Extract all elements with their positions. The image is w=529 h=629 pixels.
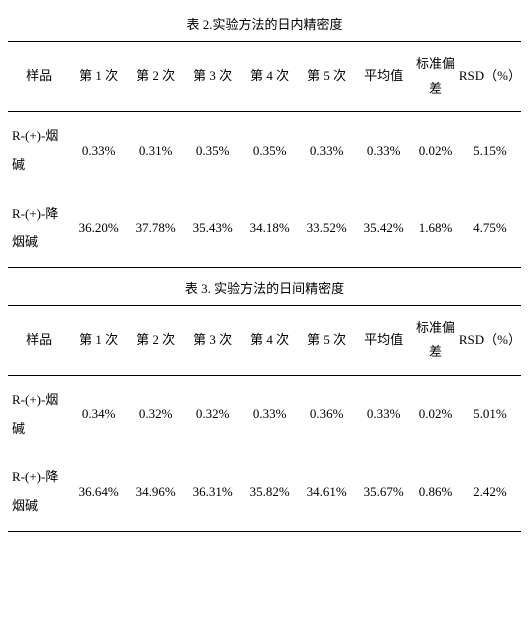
cell-sample: R-(+)-降烟碱 [8, 453, 70, 531]
cell: 35.82% [241, 453, 298, 531]
col-2: 第 2 次 [127, 42, 184, 112]
col-avg: 平均值 [355, 305, 412, 375]
cell-avg: 35.42% [355, 190, 412, 268]
cell-sample: R-(+)-降烟碱 [8, 190, 70, 268]
col-sample: 样品 [8, 305, 70, 375]
cell: 0.33% [298, 112, 355, 190]
table-row: R-(+)-降烟碱 36.20% 37.78% 35.43% 34.18% 33… [8, 190, 521, 268]
cell-rsd: 5.01% [459, 376, 521, 454]
col-4: 第 4 次 [241, 305, 298, 375]
col-rsd: RSD（%） [459, 305, 521, 375]
cell: 33.52% [298, 190, 355, 268]
table-2-header-row: 样品 第 1 次 第 2 次 第 3 次 第 4 次 第 5 次 平均值 标准偏… [8, 42, 521, 112]
cell-sd: 0.02% [412, 376, 459, 454]
col-3: 第 3 次 [184, 42, 241, 112]
cell: 34.96% [127, 453, 184, 531]
cell: 34.61% [298, 453, 355, 531]
col-2: 第 2 次 [127, 305, 184, 375]
cell: 36.20% [70, 190, 127, 268]
table-3-header-row: 样品 第 1 次 第 2 次 第 3 次 第 4 次 第 5 次 平均值 标准偏… [8, 305, 521, 375]
cell: 36.64% [70, 453, 127, 531]
cell: 0.32% [184, 376, 241, 454]
col-5: 第 5 次 [298, 305, 355, 375]
cell-avg: 0.33% [355, 376, 412, 454]
col-sd: 标准偏差 [412, 42, 459, 112]
col-sample: 样品 [8, 42, 70, 112]
cell: 0.34% [70, 376, 127, 454]
cell: 36.31% [184, 453, 241, 531]
col-rsd: RSD（%） [459, 42, 521, 112]
cell: 0.33% [70, 112, 127, 190]
table-3-title: 表 3. 实验方法的日间精密度 [8, 272, 521, 305]
cell: 35.43% [184, 190, 241, 268]
cell: 0.35% [241, 112, 298, 190]
cell-sample: R-(+)-烟碱 [8, 376, 70, 454]
cell-rsd: 5.15% [459, 112, 521, 190]
cell: 0.33% [241, 376, 298, 454]
col-1: 第 1 次 [70, 42, 127, 112]
table-row: R-(+)-烟碱 0.33% 0.31% 0.35% 0.35% 0.33% 0… [8, 112, 521, 190]
col-5: 第 5 次 [298, 42, 355, 112]
col-4: 第 4 次 [241, 42, 298, 112]
table-row: R-(+)-降烟碱 36.64% 34.96% 36.31% 35.82% 34… [8, 453, 521, 531]
cell-sd: 1.68% [412, 190, 459, 268]
cell-sd: 0.02% [412, 112, 459, 190]
col-1: 第 1 次 [70, 305, 127, 375]
cell-avg: 35.67% [355, 453, 412, 531]
cell: 0.32% [127, 376, 184, 454]
table-2-grid: 样品 第 1 次 第 2 次 第 3 次 第 4 次 第 5 次 平均值 标准偏… [8, 41, 521, 268]
cell: 0.35% [184, 112, 241, 190]
col-sd: 标准偏差 [412, 305, 459, 375]
table-2: 表 2.实验方法的日内精密度 样品 第 1 次 第 2 次 第 3 次 第 4 … [8, 8, 521, 268]
cell: 34.18% [241, 190, 298, 268]
cell-sd: 0.86% [412, 453, 459, 531]
col-avg: 平均值 [355, 42, 412, 112]
cell-avg: 0.33% [355, 112, 412, 190]
cell: 0.31% [127, 112, 184, 190]
table-2-title: 表 2.实验方法的日内精密度 [8, 8, 521, 41]
table-row: R-(+)-烟碱 0.34% 0.32% 0.32% 0.33% 0.36% 0… [8, 376, 521, 454]
table-3-grid: 样品 第 1 次 第 2 次 第 3 次 第 4 次 第 5 次 平均值 标准偏… [8, 305, 521, 532]
col-3: 第 3 次 [184, 305, 241, 375]
cell-rsd: 2.42% [459, 453, 521, 531]
cell-rsd: 4.75% [459, 190, 521, 268]
cell-sample: R-(+)-烟碱 [8, 112, 70, 190]
table-3: 表 3. 实验方法的日间精密度 样品 第 1 次 第 2 次 第 3 次 第 4… [8, 272, 521, 532]
cell: 37.78% [127, 190, 184, 268]
cell: 0.36% [298, 376, 355, 454]
